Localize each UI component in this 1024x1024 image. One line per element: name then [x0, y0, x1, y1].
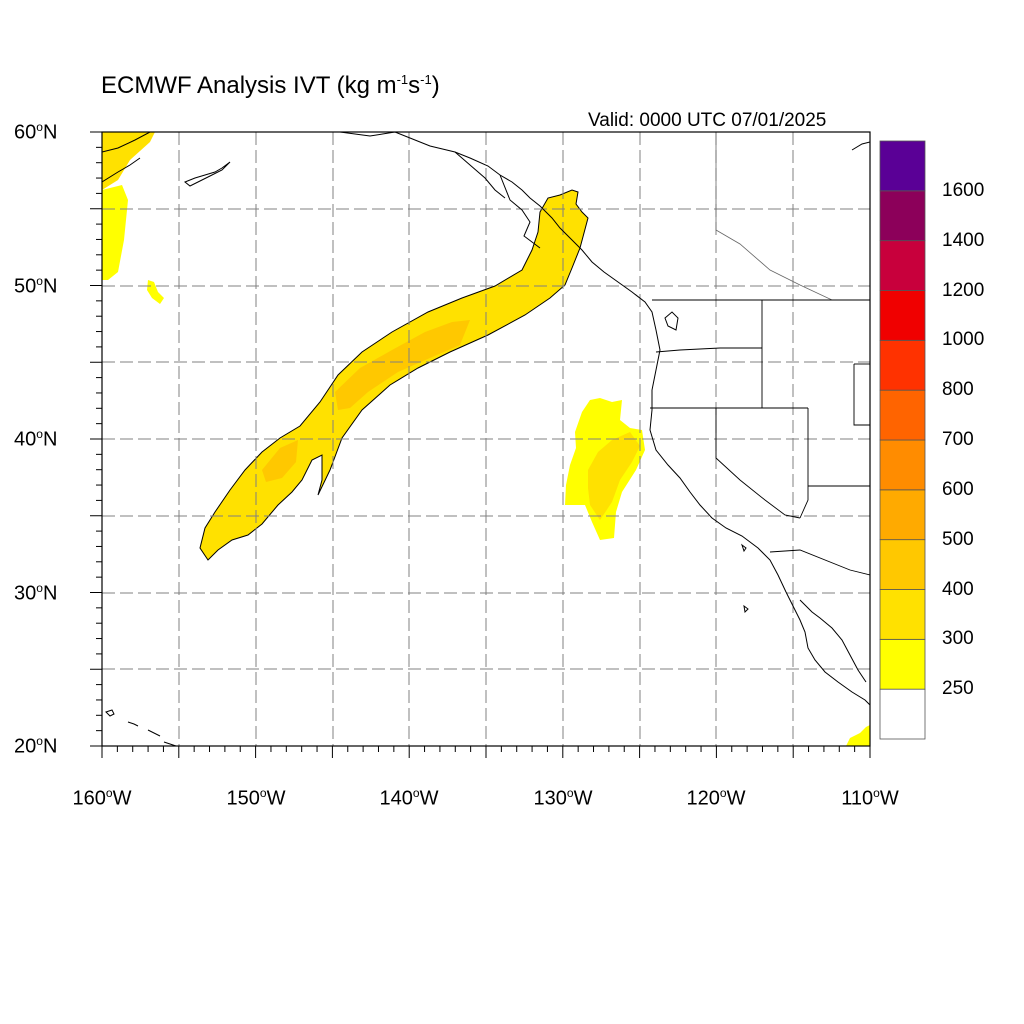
ivt-region-offshore-core [588, 432, 640, 520]
valid-time-label: Valid: 0000 UTC 07/01/2025 [588, 110, 827, 131]
ivt-region-atmospheric-river [199, 189, 589, 561]
colorbar-box [879, 140, 926, 192]
colorbar-label: 400 [942, 578, 974, 600]
lon-label-160w: 160oW [72, 786, 132, 810]
ivt-region-river-core-1 [335, 320, 470, 410]
lon-label-110w: 110oW [841, 786, 899, 810]
colorbar-box [879, 439, 926, 491]
lon-label-120w: 120oW [686, 786, 746, 810]
lat-label-30n: 30oN [14, 581, 58, 605]
ivt-region-river-core-2 [262, 440, 298, 482]
colorbar-box [879, 389, 926, 441]
lat-label-50n: 50oN [14, 274, 58, 298]
lat-label-40n: 40oN [14, 427, 58, 451]
ivt-fill [102, 132, 870, 746]
map-content [102, 132, 870, 746]
colorbar-label: 300 [942, 628, 974, 650]
colorbar-label: 1400 [942, 229, 985, 251]
tick-marks [90, 131, 871, 758]
ivt-region-small [147, 280, 164, 304]
ivt-region-se [846, 725, 870, 746]
colorbar-label: 700 [942, 429, 974, 450]
chart-title: ECMWF Analysis IVT (kg m-1s-1) [101, 72, 440, 99]
ivt-region-nw [102, 132, 155, 190]
colorbar-label: 500 [942, 528, 974, 550]
colorbar-box [879, 539, 926, 590]
colorbar-label: 1600 [942, 179, 985, 201]
colorbar-box [879, 190, 926, 242]
colorbar-label: 1200 [942, 279, 985, 301]
colorbar-box [879, 290, 926, 341]
colorbar-label: 1000 [942, 329, 985, 351]
lat-label-60n: 60oN [14, 120, 58, 144]
colorbar [879, 140, 926, 740]
colorbar-box [879, 688, 926, 740]
colorbar-box [879, 638, 926, 690]
lon-label-140w: 140oW [379, 786, 439, 810]
political-boundaries [650, 132, 870, 576]
colorbar-label: 800 [942, 379, 974, 401]
lon-label-130w: 130oW [533, 786, 593, 810]
colorbar-label: 250 [942, 678, 974, 700]
colorbar-box [879, 589, 926, 640]
coastlines [102, 132, 870, 746]
lat-label-20n: 20oN [14, 734, 58, 758]
colorbar-box [879, 240, 926, 291]
colorbar-box [879, 339, 926, 391]
lon-label-150w: 150oW [226, 786, 286, 810]
ivt-region-nw-strip [102, 185, 128, 280]
colorbar-box [879, 489, 926, 541]
graticule [102, 132, 870, 746]
colorbar-label: 600 [942, 478, 974, 500]
